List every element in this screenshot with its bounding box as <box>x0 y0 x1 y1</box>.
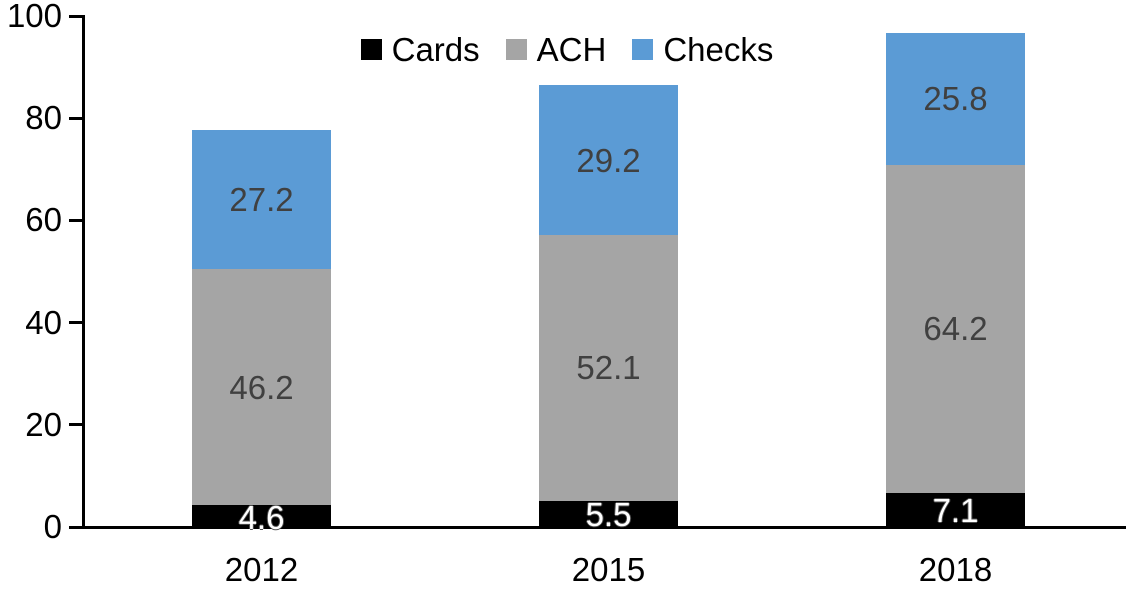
legend-swatch-ach <box>505 39 527 60</box>
bar-value-label: 27.2 <box>229 181 294 219</box>
bar-value-label: 64.2 <box>923 310 988 348</box>
y-axis-line <box>82 15 85 529</box>
bar-value-label: 46.2 <box>229 368 294 406</box>
y-axis-tick-label: 100 <box>6 0 62 34</box>
bar-value-label: 4.6 <box>238 498 285 536</box>
bar-segment-ach: 64.2 <box>886 164 1025 493</box>
y-axis-tick-label: 40 <box>25 303 62 341</box>
x-axis-category-label: 2012 <box>224 551 299 588</box>
legend-label: Cards <box>391 31 480 68</box>
bar-value-label: 52.1 <box>576 349 641 387</box>
bar-segment-checks: 29.2 <box>539 85 678 235</box>
bar-value-label: 29.2 <box>576 141 641 179</box>
chart-legend: Cards ACH Checks <box>360 31 773 68</box>
legend-label: ACH <box>536 31 607 68</box>
y-axis-tick <box>69 218 82 222</box>
y-axis-tick-label: 60 <box>25 201 62 239</box>
bar-value-label: 5.5 <box>585 496 632 534</box>
legend-item-ach: ACH <box>505 31 607 68</box>
y-axis-tick-label: 20 <box>25 405 62 443</box>
legend-item-cards: Cards <box>360 31 480 68</box>
y-axis-tick-label: 80 <box>25 99 62 137</box>
bar-segment-ach: 52.1 <box>539 234 678 501</box>
bar-segment-checks: 27.2 <box>192 130 331 270</box>
bar-value-label: 25.8 <box>923 80 988 118</box>
bar-segment-ach: 46.2 <box>192 269 331 506</box>
x-axis-category-label: 2018 <box>918 551 993 588</box>
legend-swatch-cards <box>360 39 382 60</box>
bar-segment-cards: 4.6 <box>192 501 331 534</box>
legend-swatch-checks <box>632 39 654 60</box>
y-axis-tick <box>69 423 82 427</box>
y-axis-tick-label: 0 <box>43 508 62 545</box>
y-axis-tick <box>69 525 82 529</box>
bar-segment-cards: 5.5 <box>539 496 678 534</box>
bar-value-label: 7.1 <box>932 492 979 530</box>
x-axis-category-label: 2015 <box>571 551 646 588</box>
y-axis-tick <box>69 321 82 325</box>
bar-segment-checks: 25.8 <box>886 32 1025 165</box>
legend-item-checks: Checks <box>632 33 773 66</box>
legend-label: Checks <box>663 31 774 68</box>
bar-segment-cards: 7.1 <box>886 492 1025 530</box>
y-axis-tick <box>69 116 82 120</box>
y-axis-tick <box>69 14 82 18</box>
